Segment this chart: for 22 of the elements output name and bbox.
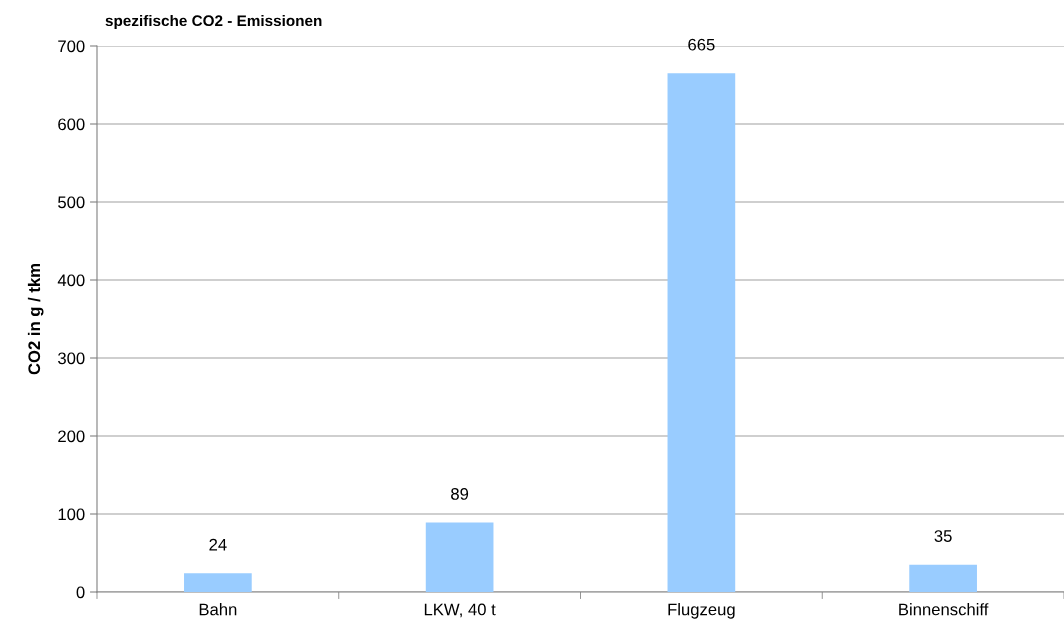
x-tick-label: Flugzeug <box>668 603 735 619</box>
y-tick-label: 300 <box>58 352 85 365</box>
data-label: 89 <box>451 488 469 500</box>
y-tick-label: 500 <box>58 196 85 209</box>
x-tick-label: Binnenschiff <box>899 603 989 616</box>
bar <box>184 573 252 592</box>
y-tick-label: 100 <box>58 508 85 521</box>
data-label: 24 <box>209 538 227 551</box>
y-tick-label: 200 <box>58 430 85 443</box>
y-tick-label: 400 <box>57 274 85 287</box>
bar <box>909 564 977 592</box>
bar <box>425 522 494 592</box>
data-label: 35 <box>934 530 952 542</box>
chart-title: spezifische CO2 - Emissionen <box>105 14 322 30</box>
y-tick-label: 700 <box>58 40 85 53</box>
data-label: 665 <box>688 38 715 51</box>
y-tick-label: 0 <box>76 586 85 599</box>
y-tick-label: 600 <box>58 118 85 131</box>
x-tick-label: LKW, 40 t <box>424 603 496 618</box>
y-axis-title: CO2 in g / tkm <box>27 264 44 375</box>
x-tick-label: Bahn <box>199 603 237 616</box>
bar <box>667 73 736 592</box>
